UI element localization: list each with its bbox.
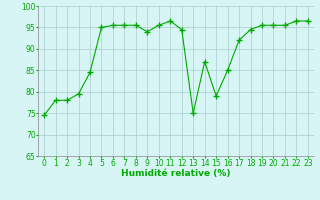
X-axis label: Humidité relative (%): Humidité relative (%) [121,169,231,178]
